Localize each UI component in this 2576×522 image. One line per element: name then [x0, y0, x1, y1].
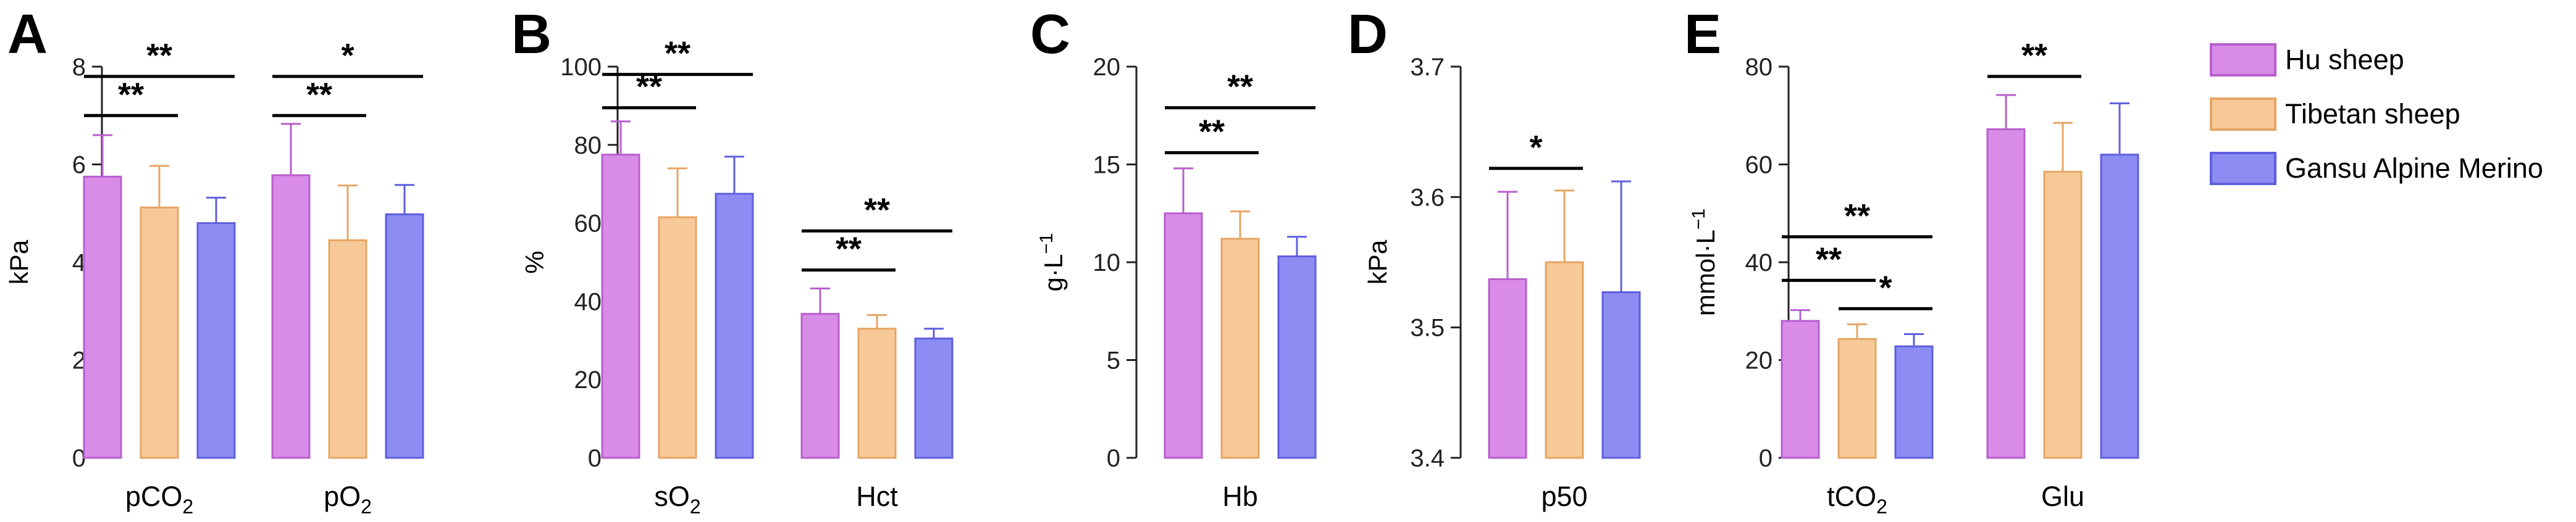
category-label-pco2: pCO2	[125, 481, 193, 518]
category-label-so2: sO2	[654, 481, 700, 518]
y-tick-label: 8	[72, 54, 86, 81]
y-tick-label: 5	[1107, 347, 1120, 375]
legend-label-gansu-alpine-merino: Gansu Alpine Merino	[2285, 152, 2543, 184]
bar-hu-sheep-pco2	[83, 175, 122, 459]
bar-hu-sheep-glu	[1986, 128, 2026, 459]
y-axis-title: mmol·L−1	[1689, 209, 1720, 316]
bar-tibetan-sheep-p50	[1545, 261, 1584, 459]
significance-label: *	[341, 37, 354, 74]
y-tick-label: 80	[574, 132, 602, 159]
significance-label: **	[118, 76, 144, 113]
y-tick-label: 0	[1759, 445, 1773, 472]
y-tick-label: 20	[1093, 54, 1121, 81]
bar-hu-sheep-hb	[1164, 212, 1203, 459]
y-tick-label: 40	[574, 288, 602, 315]
y-tick-label: 6	[72, 152, 86, 179]
significance-label: **	[665, 35, 690, 72]
significance-label: **	[1199, 113, 1225, 150]
bar-tibetan-sheep-po2	[328, 239, 367, 459]
y-tick-label: 3.7	[1410, 54, 1445, 81]
y-tick-label: 2	[72, 347, 86, 375]
y-tick-label: 0	[1107, 445, 1120, 472]
bar-tibetan-sheep-hb	[1220, 238, 1260, 459]
panel-letter-d: D	[1348, 4, 1388, 65]
bar-tibetan-sheep-so2	[658, 216, 697, 459]
y-axis-title: kPa	[4, 239, 33, 284]
bar-hu-sheep-hct	[800, 313, 840, 459]
bar-gansu-alpine-merino-hct	[914, 338, 954, 459]
category-label-glu: Glu	[2041, 481, 2084, 512]
legend: Hu sheep Tibetan sheep Gansu Alpine Meri…	[2210, 43, 2543, 185]
category-label-p50: p50	[1541, 481, 1587, 512]
significance-label: **	[146, 37, 172, 74]
legend-swatch-tibetan-sheep	[2210, 97, 2276, 131]
panel-letter-a: A	[7, 4, 48, 65]
category-label-hb: Hb	[1222, 481, 1258, 512]
category-label-hct: Hct	[856, 481, 898, 512]
bar-gansu-alpine-merino-p50	[1601, 291, 1641, 459]
bar-gansu-alpine-merino-hb	[1277, 255, 1317, 459]
y-tick-label: 4	[72, 249, 86, 276]
bar-gansu-alpine-merino-tco2	[1894, 345, 1934, 459]
panel-c: C 0 5 10 15 20 g·L−1 Hb ****	[1030, 4, 1317, 512]
y-tick-label: 0	[72, 445, 86, 472]
bar-hu-sheep-tco2	[1781, 320, 1820, 459]
bar-gansu-alpine-merino-po2	[385, 213, 424, 459]
bar-tibetan-sheep-hct	[857, 328, 897, 459]
panel-letter-e: E	[1684, 4, 1721, 65]
y-tick-label: 10	[1093, 249, 1121, 276]
category-label-tco2: tCO2	[1827, 481, 1887, 518]
significance-label: **	[836, 231, 862, 268]
legend-label-hu-sheep: Hu sheep	[2285, 44, 2404, 75]
y-tick-label: 60	[1745, 152, 1773, 179]
significance-label: **	[306, 76, 332, 113]
significance-label: **	[1816, 241, 1842, 278]
panel-letter-b: B	[511, 4, 552, 65]
y-tick-label: 20	[1745, 347, 1773, 375]
bar-hu-sheep-so2	[601, 154, 640, 459]
panel-letter-c: C	[1030, 4, 1070, 65]
legend-swatch-gansu-alpine-merino	[2210, 152, 2276, 185]
y-tick-label: 100	[560, 54, 602, 81]
bar-tibetan-sheep-tco2	[1837, 338, 1877, 459]
y-tick-label: 40	[1745, 249, 1773, 276]
bar-gansu-alpine-merino-glu	[2100, 154, 2139, 459]
y-tick-label: 60	[574, 210, 602, 238]
y-axis-title: %	[520, 251, 549, 273]
y-tick-label: 80	[1745, 54, 1773, 81]
bar-tibetan-sheep-pco2	[140, 206, 179, 459]
bar-tibetan-sheep-glu	[2043, 170, 2083, 459]
legend-label-tibetan-sheep: Tibetan sheep	[2285, 98, 2461, 130]
panel-d: D 3.4 3.5 3.6 3.7 kPa p50 *	[1348, 4, 1641, 512]
y-tick-label: 20	[574, 367, 602, 394]
bar-hu-sheep-po2	[271, 174, 311, 459]
bar-gansu-alpine-merino-so2	[715, 193, 754, 459]
y-tick-label: 3.6	[1410, 184, 1445, 211]
legend-swatch-hu-sheep	[2210, 43, 2276, 77]
significance-label: **	[1844, 197, 1870, 234]
significance-label: **	[864, 191, 890, 228]
significance-label: **	[1227, 68, 1253, 106]
y-tick-label: 3.4	[1410, 445, 1445, 472]
y-tick-label: 3.5	[1410, 315, 1445, 342]
y-axis-title: kPa	[1363, 239, 1392, 284]
bar-gansu-alpine-merino-pco2	[196, 222, 236, 459]
significance-label: *	[1529, 129, 1542, 166]
category-label-po2: pO2	[324, 481, 372, 518]
significance-label: *	[1879, 269, 1892, 306]
y-tick-label: 0	[588, 445, 602, 472]
y-axis-title: g·L−1	[1036, 233, 1068, 292]
bar-hu-sheep-p50	[1488, 278, 1527, 459]
y-tick-label: 15	[1093, 152, 1121, 179]
significance-label: **	[2021, 37, 2047, 74]
